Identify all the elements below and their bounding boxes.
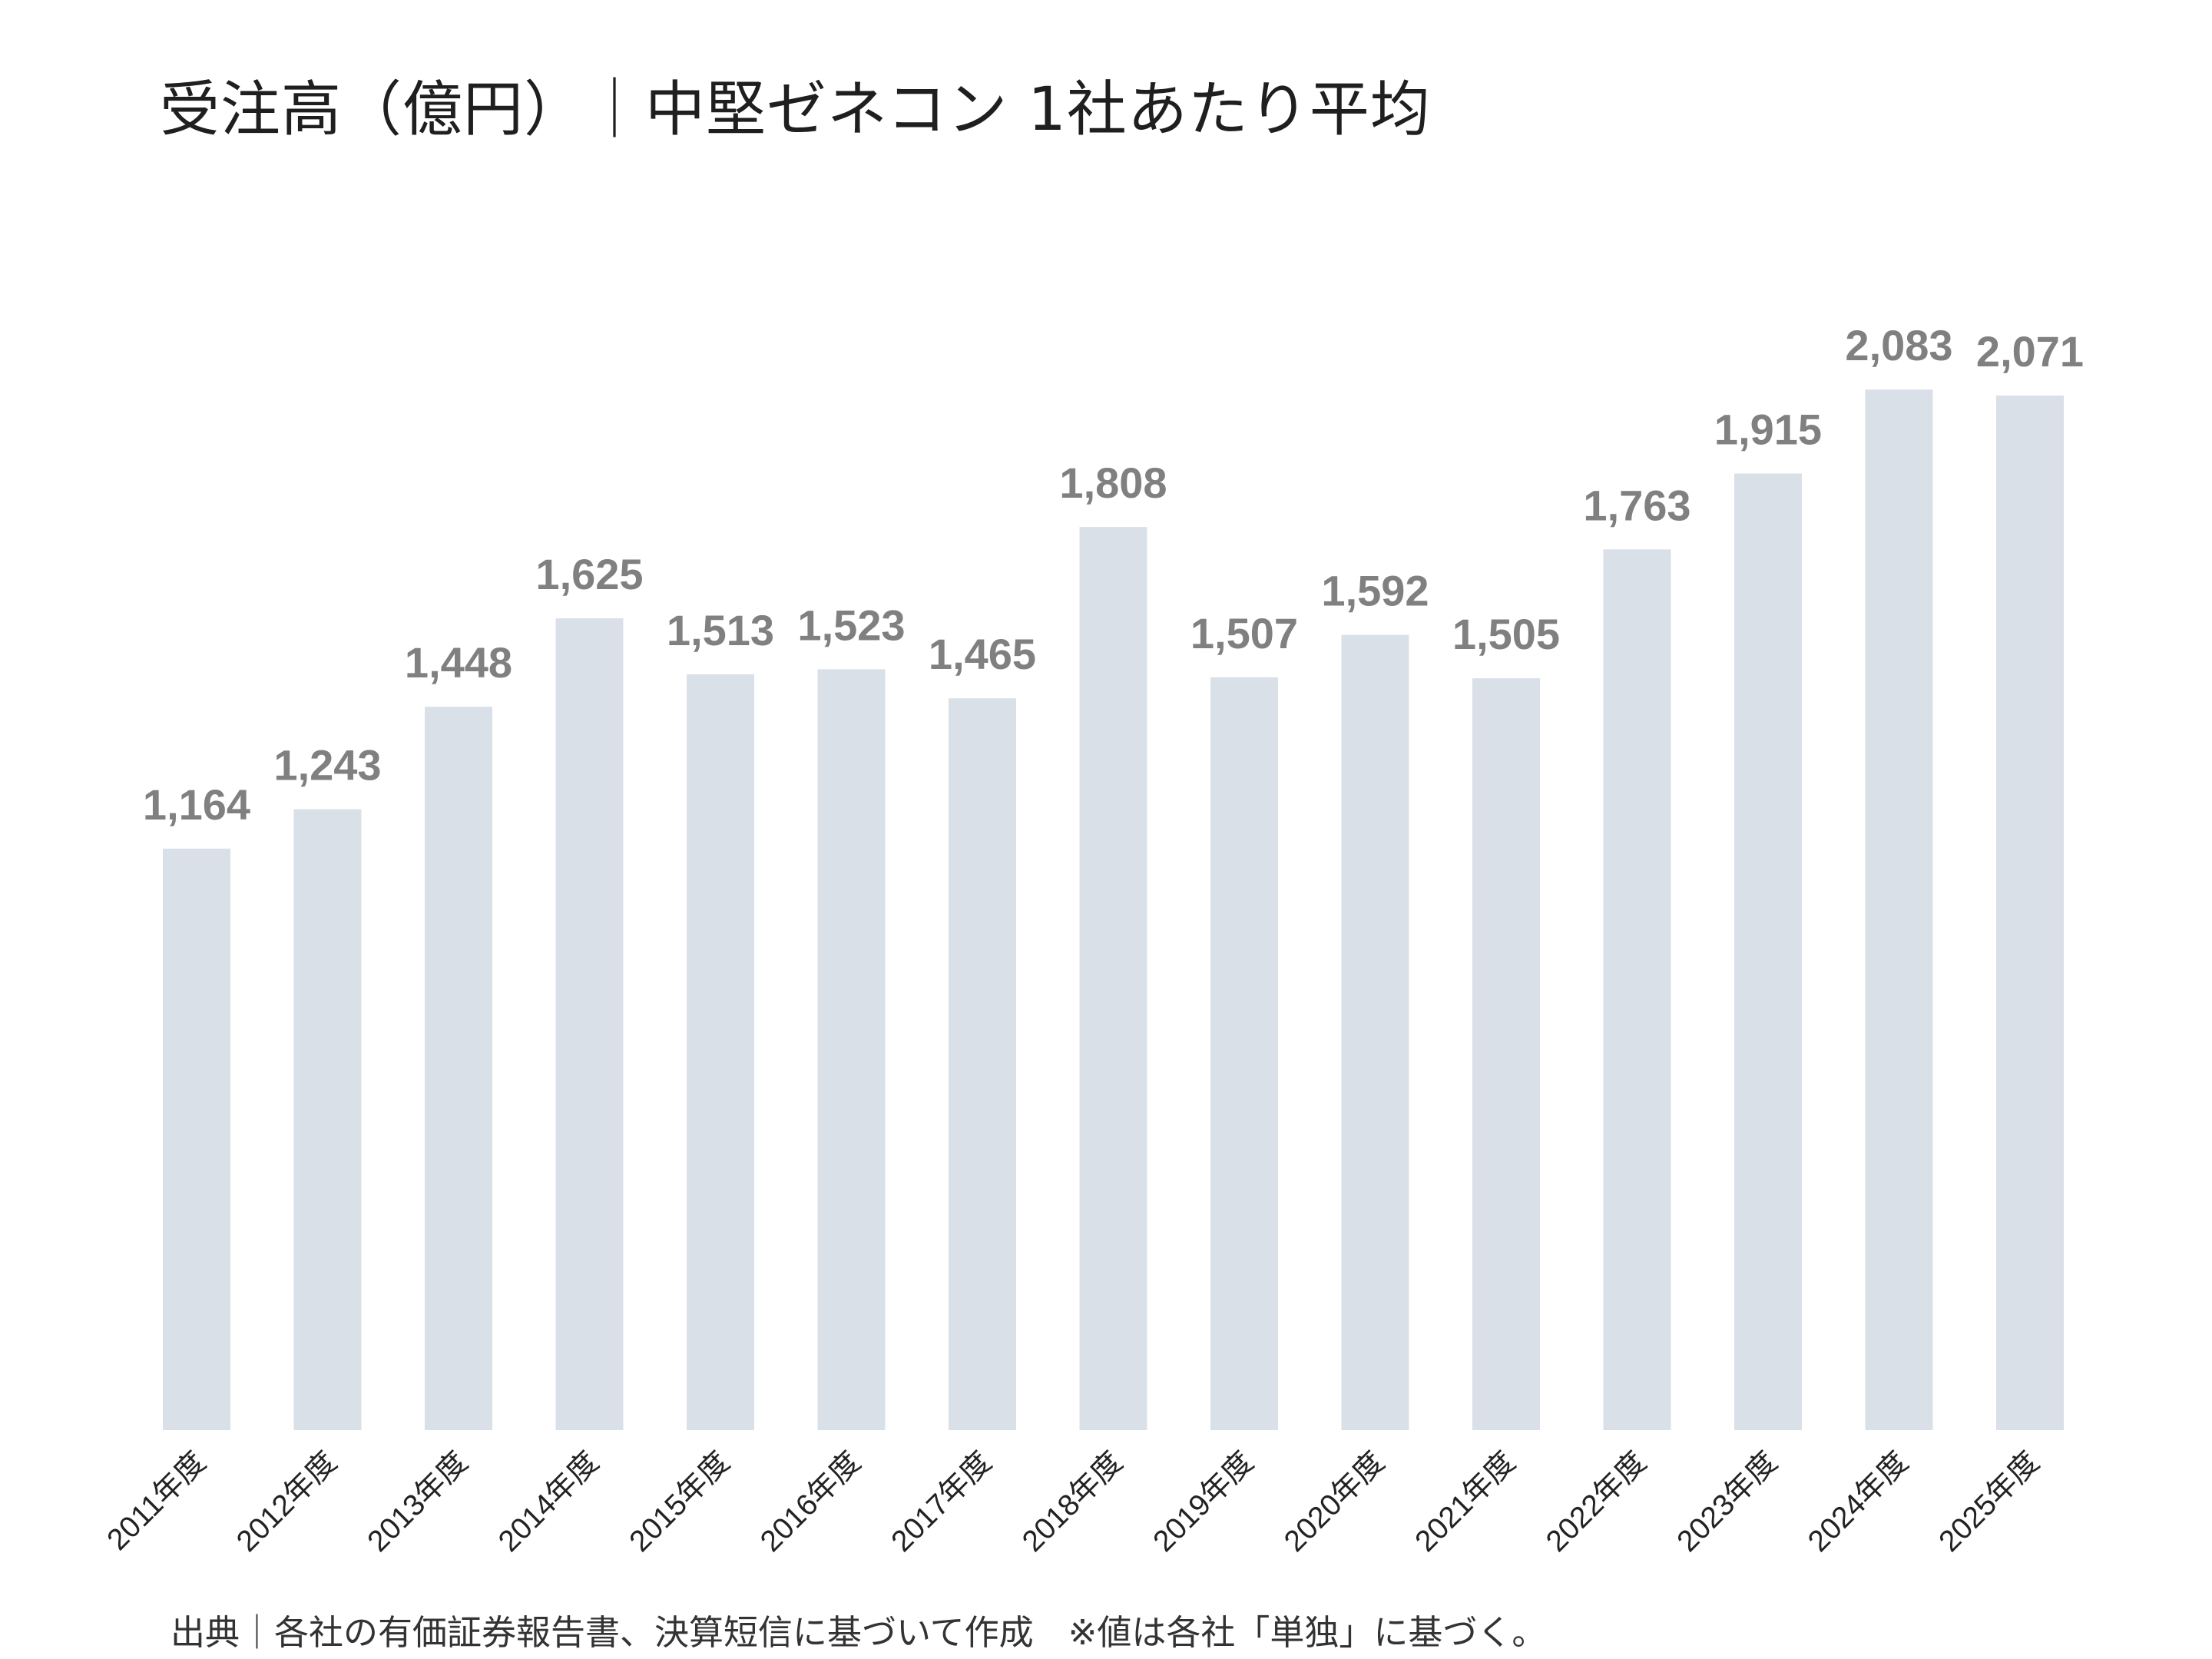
- category-label: 2013年度: [361, 1445, 474, 1558]
- value-label: 2,071: [1976, 327, 2084, 376]
- value-label: 1,763: [1583, 481, 1690, 529]
- bar-2013年度: [425, 707, 492, 1430]
- category-label: 2012年度: [230, 1445, 343, 1558]
- value-label: 1,448: [405, 638, 512, 687]
- value-label: 1,507: [1190, 609, 1298, 657]
- value-label: 1,808: [1059, 459, 1167, 507]
- bar-2019年度: [1210, 677, 1278, 1430]
- value-label: 1,164: [143, 780, 250, 829]
- bar-2017年度: [949, 698, 1016, 1430]
- bars-group: [163, 389, 2064, 1431]
- bar-2014年度: [555, 618, 624, 1430]
- category-label: 2021年度: [1409, 1445, 1522, 1558]
- bar-2021年度: [1472, 678, 1540, 1430]
- category-label: 2024年度: [1802, 1445, 1915, 1558]
- page-title: 受注高（億円）｜中堅ゼネコン 1社あたり平均: [160, 75, 1431, 144]
- bar-2025年度: [1996, 396, 2064, 1430]
- category-label: 2020年度: [1278, 1445, 1391, 1558]
- category-label: 2025年度: [1932, 1445, 2045, 1558]
- bar-2022年度: [1603, 549, 1671, 1430]
- value-label: 1,625: [535, 550, 643, 598]
- category-label: 2014年度: [492, 1445, 605, 1558]
- value-label: 1,592: [1321, 567, 1429, 615]
- value-label: 1,523: [797, 601, 905, 649]
- value-label: 2,083: [1845, 321, 1952, 369]
- category-label: 2016年度: [754, 1445, 867, 1558]
- bar-2012年度: [293, 809, 362, 1430]
- bar-2020年度: [1341, 634, 1409, 1430]
- bar-2011年度: [163, 848, 230, 1430]
- value-label: 1,505: [1452, 610, 1560, 658]
- value-label: 1,465: [929, 630, 1036, 678]
- category-label: 2015年度: [623, 1445, 736, 1558]
- category-label: 2023年度: [1671, 1445, 1783, 1558]
- source-note: 出典｜各社の有価証券報告書、決算短信に基づいて作成 ※値は各社「単独」に基づく。: [171, 1612, 1547, 1653]
- category-label: 2011年度: [101, 1445, 212, 1557]
- bar-2016年度: [817, 669, 886, 1430]
- category-label: 2022年度: [1540, 1445, 1653, 1558]
- bar-2018年度: [1079, 527, 1147, 1430]
- bar-2024年度: [1865, 389, 1933, 1431]
- value-label: 1,243: [273, 741, 381, 790]
- bar-2015年度: [687, 674, 754, 1430]
- value-labels-group: 1,164 1,243 1,448 1,625 1,513 1,523 1,465 1,808…: [143, 321, 2084, 829]
- category-label: 2018年度: [1016, 1445, 1129, 1558]
- value-label: 1,915: [1714, 406, 1822, 454]
- category-label: 2019年度: [1147, 1445, 1260, 1558]
- bar-2023年度: [1734, 473, 1802, 1430]
- value-label: 1,513: [667, 606, 774, 654]
- category-labels-group: 2011年度 2012年度 2013年度 2014年度 2015年度 2016年度 2017…: [101, 1445, 2045, 1558]
- category-label: 2017年度: [885, 1445, 998, 1558]
